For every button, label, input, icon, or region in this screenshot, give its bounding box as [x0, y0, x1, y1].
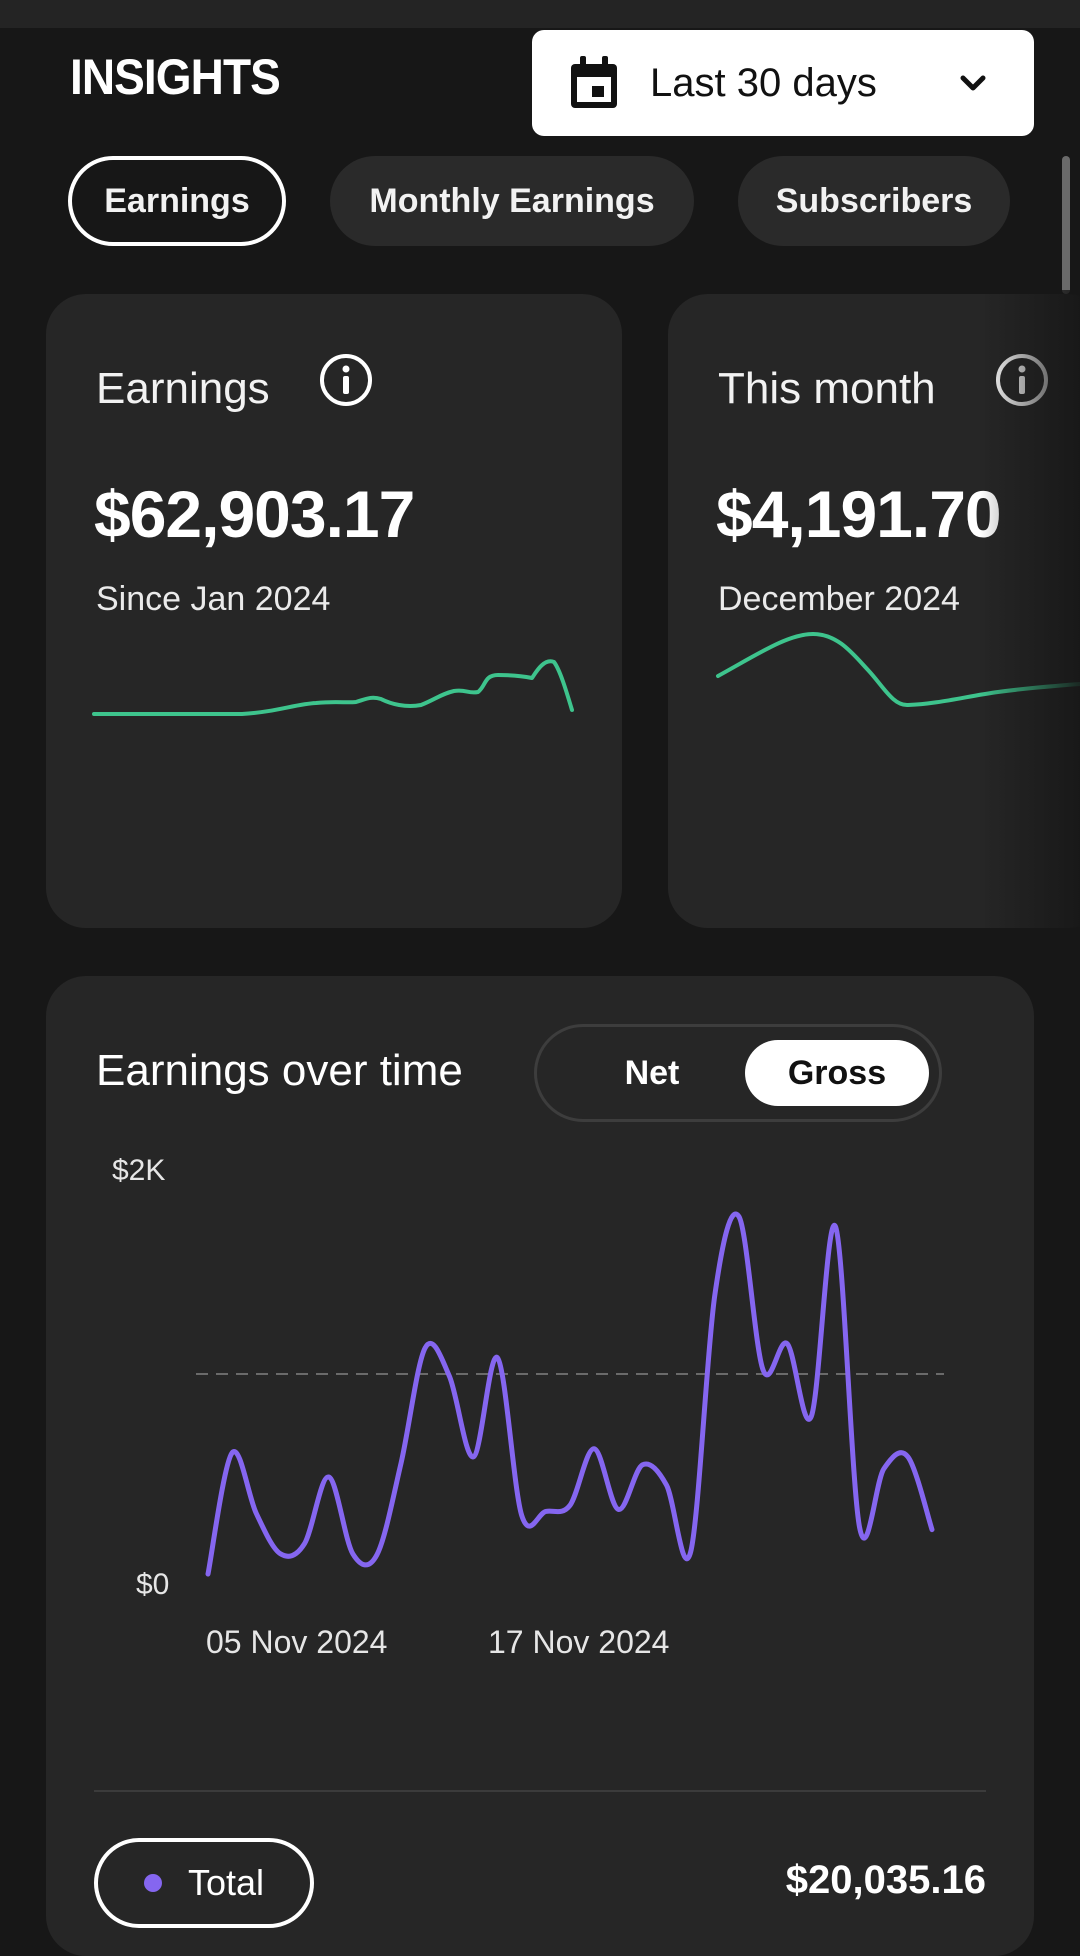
page-title: INSIGHTS: [70, 49, 281, 105]
series-dot: [144, 1874, 162, 1892]
chevron-down-icon: [960, 75, 986, 91]
y-tick-label: $0: [136, 1568, 170, 1601]
earnings-sparkline: [92, 659, 574, 716]
info-icon[interactable]: [318, 352, 374, 408]
tab-bar: Earnings Monthly Earnings Subscribers: [0, 156, 1080, 250]
tab-subscribers[interactable]: Subscribers: [738, 156, 1010, 246]
earnings-value: $62,903.17: [94, 477, 415, 551]
toggle-net[interactable]: Net: [624, 1053, 680, 1092]
scrollbar[interactable]: [1062, 156, 1070, 294]
this-month-value: $4,191.70: [716, 477, 1002, 551]
this-month-label: This month: [718, 364, 936, 413]
y-tick-label: $2K: [112, 1154, 166, 1187]
status-strip: [0, 0, 1080, 28]
earnings-card-label: Earnings: [96, 364, 270, 413]
total-value: $20,035.16: [785, 1858, 986, 1902]
chart-title: Earnings over time: [96, 1046, 463, 1095]
legend-total-label: Total: [188, 1862, 265, 1903]
net-gross-toggle: Net Gross: [534, 1024, 942, 1122]
toggle-gross[interactable]: Gross: [745, 1040, 929, 1106]
x-tick-label: 17 Nov 2024: [488, 1624, 670, 1660]
date-range-button[interactable]: Last 30 days: [532, 30, 1034, 136]
tab-earnings[interactable]: Earnings: [68, 156, 286, 246]
earnings-subtitle: Since Jan 2024: [96, 580, 331, 618]
series-line: [205, 1211, 935, 1577]
date-range-label: Last 30 days: [650, 60, 877, 105]
tab-monthly-earnings[interactable]: Monthly Earnings: [330, 156, 694, 246]
divider: [94, 1790, 986, 1792]
x-tick-label: 05 Nov 2024: [206, 1624, 388, 1660]
earnings-card[interactable]: Earnings $62,903.17 Since Jan 2024: [46, 294, 622, 928]
calendar-icon: [571, 56, 617, 108]
legend-total[interactable]: Total: [94, 1838, 314, 1928]
this-month-subtitle: December 2024: [718, 580, 960, 618]
earnings-over-time-card: [46, 976, 1034, 1956]
